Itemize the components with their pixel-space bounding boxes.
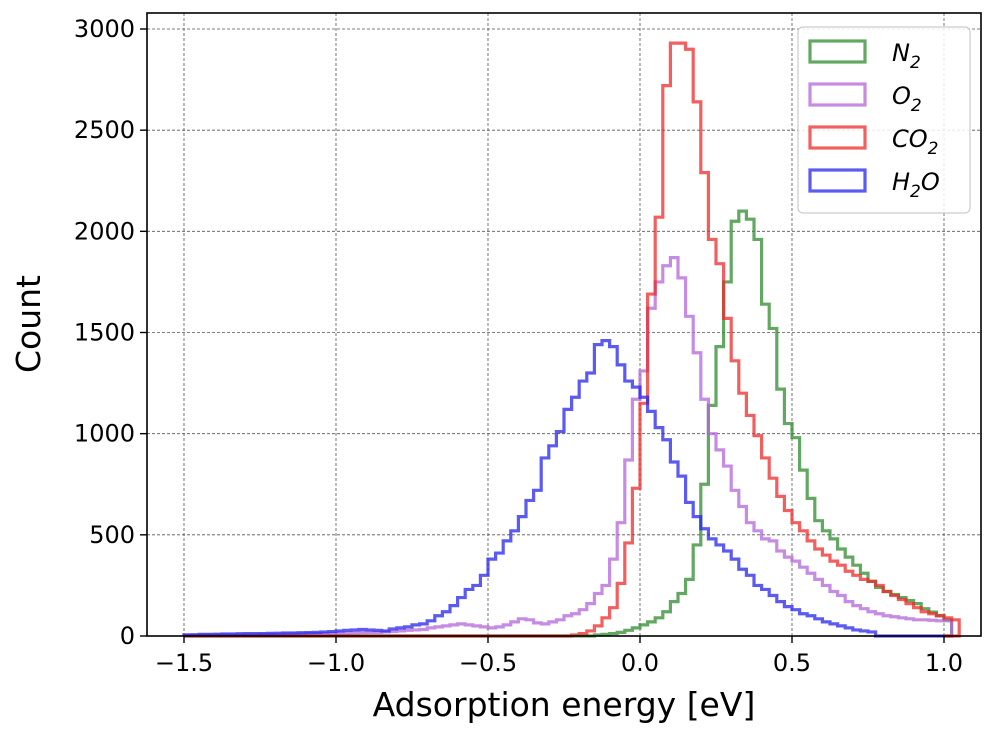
series-o2-histogram <box>182 256 954 638</box>
legend: N2 O2 CO2 H2O <box>797 26 971 214</box>
plot-frame <box>146 12 982 637</box>
legend-label-n2: N2 <box>892 39 921 73</box>
series-h2o-histogram <box>182 338 944 638</box>
legend-label-h2o: H2O <box>892 168 940 202</box>
legend-label-o2: O2 <box>892 82 922 116</box>
legend-swatch-co2 <box>808 125 867 150</box>
legend-swatch-n2 <box>808 39 867 64</box>
x-tick-label: −0.5 <box>459 649 517 677</box>
legend-swatch-o2 <box>808 82 867 107</box>
legend-label-co2: CO2 <box>892 125 938 159</box>
x-tick-label: 1.0 <box>925 649 963 677</box>
series-n2-histogram <box>184 209 954 638</box>
y-axis-title: Count <box>9 275 48 373</box>
x-axis-title: Adsorption energy [eV] <box>373 685 756 724</box>
legend-swatch-h2o <box>808 168 867 193</box>
y-tick-label: 2000 <box>74 217 135 245</box>
y-tick-label: 0 <box>120 622 135 650</box>
y-tick-label: 3000 <box>74 15 135 43</box>
y-tick-label: 2500 <box>74 116 135 144</box>
x-tick-label: 0.0 <box>621 649 659 677</box>
y-tick-label: 1500 <box>74 319 135 347</box>
x-tick-label: −1.0 <box>307 649 365 677</box>
legend-box <box>797 26 971 214</box>
y-tick-label: 500 <box>89 521 135 549</box>
x-tick-label: 0.5 <box>773 649 811 677</box>
tick-layer: −1.5 −1.0 −0.5 0.0 0.5 1.0 0 500 1000 1500 2000 250… <box>74 15 963 677</box>
y-tick-label: 1000 <box>74 420 135 448</box>
x-tick-label: −1.5 <box>155 649 213 677</box>
